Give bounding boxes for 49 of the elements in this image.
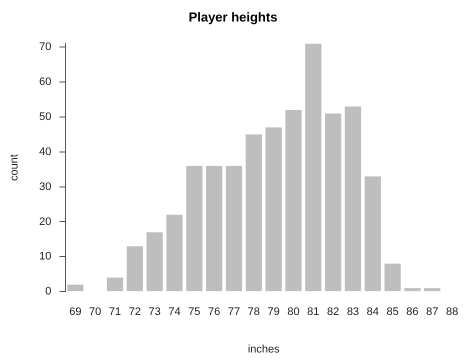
bar — [67, 284, 84, 292]
y-tick-label: 30 — [39, 180, 52, 193]
bar — [344, 106, 362, 292]
x-tick-label: 88 — [446, 306, 458, 318]
bar — [424, 288, 440, 292]
x-tick-label: 74 — [168, 306, 181, 318]
bar — [206, 166, 222, 292]
x-tick-label: 79 — [268, 306, 280, 318]
x-tick-label: 85 — [386, 306, 399, 318]
x-tick-label: 71 — [108, 306, 122, 318]
x-tick-label: 84 — [366, 306, 379, 318]
x-tick-label: 69 — [69, 306, 82, 318]
y-tick-label: 20 — [39, 216, 52, 228]
bar — [364, 176, 381, 292]
y-tick-label: 50 — [39, 110, 52, 123]
bar — [226, 166, 242, 292]
y-axis-title: count — [8, 154, 21, 182]
x-tick-label: 83 — [346, 306, 360, 318]
bar — [285, 110, 302, 292]
x-tick-label: 77 — [228, 306, 240, 318]
bar — [246, 134, 262, 292]
y-tick-label: 0 — [45, 286, 52, 298]
y-tick-label: 60 — [39, 76, 52, 88]
bar — [126, 246, 143, 292]
bar — [384, 264, 401, 292]
x-tick-label: 80 — [287, 306, 300, 318]
y-tick-label: 40 — [39, 146, 52, 158]
bar — [146, 232, 163, 292]
x-tick-label: 78 — [248, 306, 260, 318]
x-tick-label: 76 — [208, 306, 220, 318]
bar — [324, 113, 342, 292]
bar — [166, 214, 183, 292]
bar — [186, 166, 202, 292]
x-tick-label: 75 — [188, 306, 200, 318]
bar — [404, 288, 421, 292]
x-tick-label: 73 — [148, 306, 161, 318]
bar — [266, 127, 282, 292]
bar — [305, 44, 322, 292]
x-tick-label: 81 — [307, 306, 320, 318]
x-tick-label: 70 — [89, 306, 102, 318]
x-tick-label: 72 — [128, 306, 141, 318]
x-tick-label: 82 — [326, 306, 340, 318]
y-tick-label: 70 — [39, 41, 52, 54]
y-tick-label: 10 — [39, 250, 52, 263]
x-tick-label: 86 — [406, 306, 419, 318]
x-tick-label: 87 — [426, 306, 438, 318]
chart-title: Player heights — [188, 9, 278, 24]
x-axis-title: inches — [248, 343, 280, 356]
bar — [106, 278, 124, 292]
